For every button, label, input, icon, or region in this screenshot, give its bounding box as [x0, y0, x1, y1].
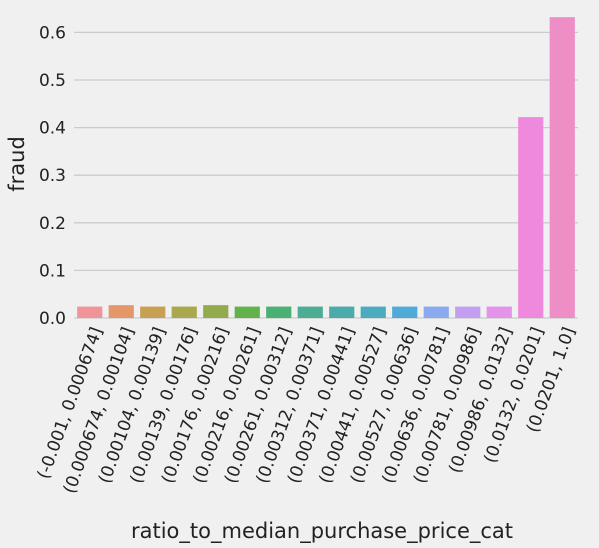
bar	[486, 306, 512, 318]
bar	[140, 306, 166, 318]
y-tick-label: 0.5	[39, 71, 66, 91]
y-tick-label: 0.2	[39, 214, 66, 234]
bar	[360, 306, 386, 318]
bar	[171, 306, 197, 318]
x-axis-label: ratio_to_median_purchase_price_cat	[131, 519, 513, 544]
bar	[423, 306, 449, 318]
y-tick-label: 0.1	[39, 261, 66, 281]
bar	[77, 306, 103, 318]
bar	[108, 305, 134, 318]
gridlines	[74, 31, 578, 319]
x-tick-labels: (-0.001, 0.000674](0.000674, 0.00104](0.…	[34, 325, 580, 497]
bar	[203, 305, 229, 318]
y-tick-label: 0.0	[39, 309, 66, 329]
bar	[518, 117, 544, 319]
bar	[392, 306, 418, 318]
bars	[77, 17, 575, 319]
y-axis-label: fraud	[5, 136, 29, 192]
bar	[266, 306, 292, 318]
bar	[329, 306, 355, 318]
y-tick-label: 0.6	[39, 23, 66, 43]
bar	[234, 306, 260, 318]
bar	[455, 306, 481, 318]
y-tick-labels: 0.0 0.1 0.2 0.3 0.4 0.5 0.6	[39, 23, 66, 329]
bar	[297, 306, 323, 318]
y-tick-label: 0.3	[39, 166, 66, 186]
y-tick-label: 0.4	[39, 119, 66, 139]
bar	[549, 17, 575, 318]
